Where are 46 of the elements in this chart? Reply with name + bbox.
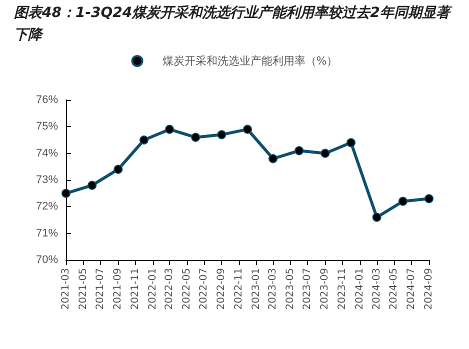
point xyxy=(114,164,123,174)
x-tick-label: 2023-07 xyxy=(302,268,314,310)
x-tick-label: 2021-05 xyxy=(78,268,89,310)
x-tick-label: 2024-05 xyxy=(388,268,400,310)
y-tick-label: 72% xyxy=(36,200,58,213)
x-tick-label: 2024-03 xyxy=(371,268,382,310)
chart-title: 图表48：1-3Q24煤炭开采和洗选行业产能利用率较过去2年同期显著下降 xyxy=(14,4,454,45)
x-tick-label: 2022-03 xyxy=(164,268,176,310)
x-tick-label: 2023-01 xyxy=(250,268,262,310)
x-tick-label: 2023-11 xyxy=(337,268,348,310)
x-tick-label: 2021-03 xyxy=(60,268,72,310)
point xyxy=(398,196,408,206)
x-tick-label: 2023-05 xyxy=(284,268,296,310)
x-tick-label: 2024-07 xyxy=(406,268,417,310)
x-tick-label: 2022-05 xyxy=(181,268,192,310)
point xyxy=(320,148,330,158)
point xyxy=(294,146,304,156)
legend-label: 煤炭开采和洗选业产能利用率（%） xyxy=(162,54,338,68)
point xyxy=(88,180,97,190)
x-tick-label: 2023-03 xyxy=(268,268,279,310)
point xyxy=(217,130,226,140)
point xyxy=(165,124,174,134)
y-tick-label: 73% xyxy=(36,174,58,186)
y-tick-label: 76% xyxy=(36,94,58,106)
x-tick-label: 2022-09 xyxy=(216,268,228,310)
y-tick-label: 74% xyxy=(36,147,58,160)
x-tick-label: 2024-01 xyxy=(354,268,366,310)
point xyxy=(268,154,278,164)
x-tick-label: 2023-09 xyxy=(320,268,331,310)
point xyxy=(372,212,382,222)
x-tick-label: 2021-11 xyxy=(130,268,141,310)
point xyxy=(62,188,70,198)
y-tick-label: 70% xyxy=(36,254,58,266)
x-tick-label: 2022-11 xyxy=(233,268,244,310)
y-tick-label: 75% xyxy=(36,120,58,133)
point xyxy=(346,138,356,148)
x-tick-label: 2022-01 xyxy=(147,268,158,310)
x-tick-label: 2021-09 xyxy=(112,268,124,310)
x-tick-label: 2021-07 xyxy=(95,268,106,310)
point xyxy=(139,136,148,144)
x-tick-label: 2024-09 xyxy=(424,268,434,310)
point xyxy=(424,194,434,204)
y-tick-label: 71% xyxy=(36,227,58,240)
point xyxy=(243,124,252,134)
point xyxy=(191,132,200,142)
x-tick-label: 2022-07 xyxy=(198,268,210,310)
